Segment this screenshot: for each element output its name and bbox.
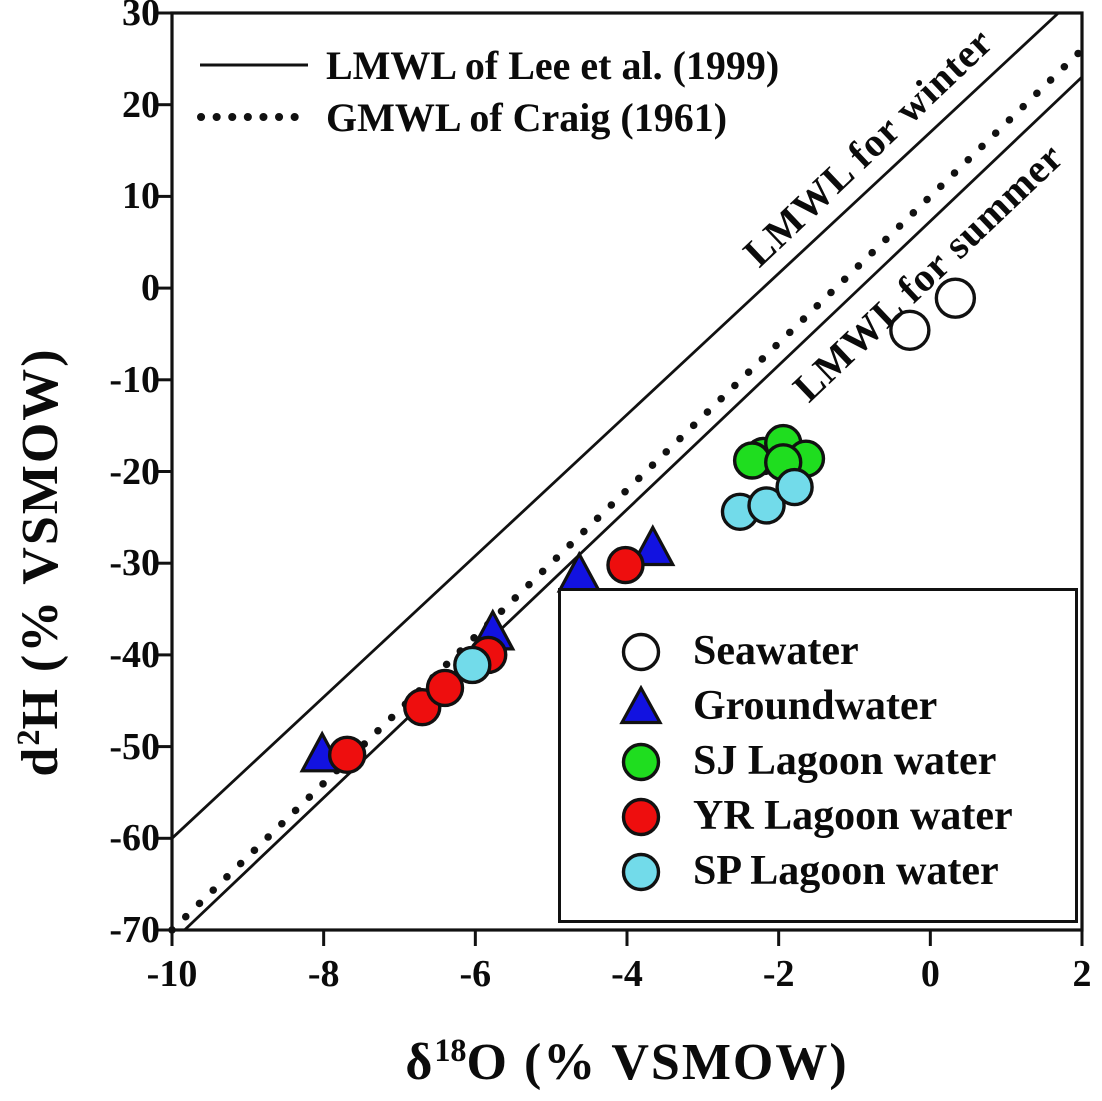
x-tick-label: 2 xyxy=(1072,953,1092,995)
y-tick-label: -10 xyxy=(109,358,160,401)
circle-marker-icon xyxy=(621,632,661,671)
legend-label: SJ Lagoon water xyxy=(693,738,997,784)
legend-label: Seawater xyxy=(693,628,859,674)
legend-label: Groundwater xyxy=(693,683,938,729)
y-tick-label: 20 xyxy=(122,83,160,126)
legend-item-yr-lagoon-water: YR Lagoon water xyxy=(619,789,1075,844)
x-axis-title-prefix: δ xyxy=(405,1034,435,1092)
reference-line-lmwl-for-summer xyxy=(183,75,1083,932)
y-tick-label: 30 xyxy=(122,0,160,34)
legend-label: SP Lagoon water xyxy=(693,848,999,894)
line-legend-item-lmwl: LMWL of Lee et al. (1999) xyxy=(196,39,779,91)
x-tick-label: -2 xyxy=(762,953,795,995)
data-point-groundwater xyxy=(630,524,676,567)
x-axis-title-superscript: 18 xyxy=(434,1031,467,1068)
data-point-yr-lagoon-water xyxy=(327,735,367,775)
legend-label: YR Lagoon water xyxy=(693,793,1013,839)
x-tick-label: 0 xyxy=(920,953,940,995)
x-tick-label: -4 xyxy=(611,953,643,995)
legend-item-sp-lagoon-water: SP Lagoon water xyxy=(619,844,1075,899)
y-tick-label: -50 xyxy=(109,725,160,768)
x-tick-label: -10 xyxy=(146,953,198,995)
legend-item-groundwater: Groundwater xyxy=(619,679,1075,734)
series-legend: Seawater Groundwater SJ Lagoon water YR Lag… xyxy=(558,588,1078,923)
dotted-line-sample-icon xyxy=(197,113,312,121)
y-tick-label: 0 xyxy=(141,267,160,310)
data-point-seawater xyxy=(889,309,931,351)
y-tick-label: -30 xyxy=(109,542,160,585)
y-tick-label: -70 xyxy=(109,909,160,951)
line-legend-item-gmwl: GMWL of Craig (1961) xyxy=(196,91,779,143)
y-axis-title: d2H (% VSMOW) xyxy=(10,347,70,776)
x-axis-title: δ18O (% VSMOW) xyxy=(405,1032,848,1092)
line-legend-label: GMWL of Craig (1961) xyxy=(326,94,728,140)
line-legend-label: LMWL of Lee et al. (1999) xyxy=(326,42,780,88)
data-point-sp-lagoon-water xyxy=(453,645,492,685)
x-tick-label: -8 xyxy=(307,953,340,995)
line-legend: LMWL of Lee et al. (1999) GMWL of Craig … xyxy=(196,39,779,143)
reference-line-lmwl-for-winter xyxy=(171,11,1060,840)
y-axis-title-suffix: H (% VSMOW) xyxy=(12,347,70,730)
legend-item-sj-lagoon-water: SJ Lagoon water xyxy=(619,734,1075,789)
data-point-seawater xyxy=(934,277,977,319)
x-axis-title-suffix: O (% VSMOW) xyxy=(466,1034,849,1092)
legend-item-seawater: Seawater xyxy=(619,624,1075,679)
solid-line-sample-icon xyxy=(200,63,308,67)
y-tick-label: -60 xyxy=(109,817,160,860)
data-point-yr-lagoon-water xyxy=(425,668,465,708)
circle-marker-icon xyxy=(621,852,661,891)
y-tick-label: 10 xyxy=(122,175,160,218)
data-point-sp-lagoon-water xyxy=(775,467,814,507)
data-point-yr-lagoon-water xyxy=(606,545,645,585)
data-point-sp-lagoon-water xyxy=(747,486,786,525)
reference-line-gmwl-of-craig-1961- xyxy=(168,45,1086,934)
triangle-marker-icon xyxy=(619,684,663,724)
circle-marker-icon xyxy=(621,797,661,836)
data-point-groundwater xyxy=(556,550,602,593)
y-axis-title-prefix: d xyxy=(12,745,70,777)
y-tick-label: -40 xyxy=(109,633,160,676)
y-axis-title-superscript: 2 xyxy=(9,729,46,746)
y-tick-label: -20 xyxy=(109,450,160,493)
x-tick-label: -6 xyxy=(459,953,492,995)
circle-marker-icon xyxy=(621,742,661,781)
